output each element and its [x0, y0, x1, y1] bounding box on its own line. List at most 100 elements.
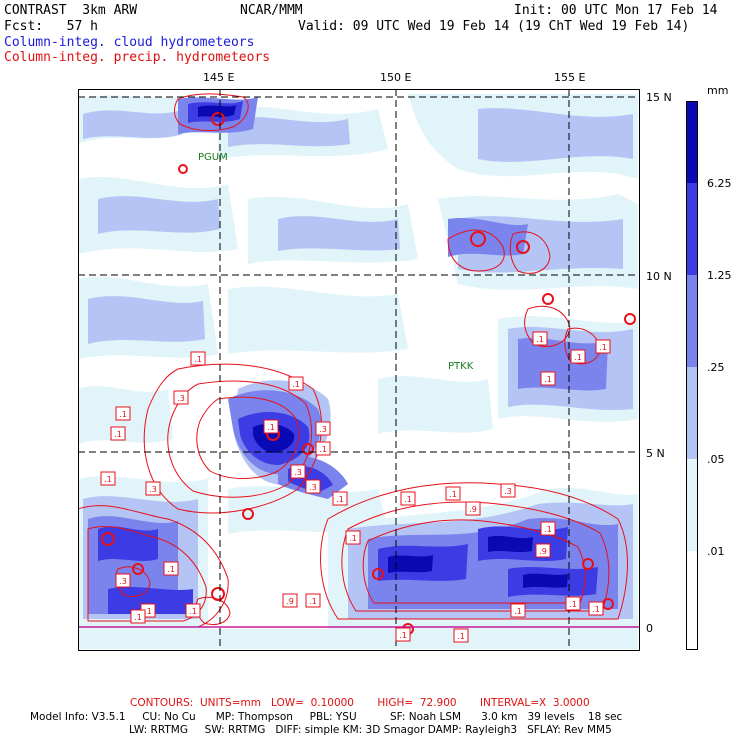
contour-label-frame: [445, 486, 461, 501]
model-title: CONTRAST 3km ARW: [4, 3, 138, 18]
contour-label-box: .3: [305, 479, 321, 494]
lat-label-5n: 5 N: [646, 447, 665, 460]
map-frame: [78, 89, 640, 651]
contour-label-frame: [163, 561, 179, 576]
forecast-hour: Fcst: 57 h: [4, 19, 98, 34]
model-info-line1: Model Info: V3.5.1 CU: No Cu MP: Thompso…: [30, 711, 623, 723]
contour-label-box: .1: [345, 530, 361, 545]
contour-label-frame: [535, 543, 551, 558]
contour-label-box: .3: [315, 421, 331, 436]
contour-label-text: .3: [309, 483, 317, 492]
contour-label-text: .1: [599, 343, 607, 352]
contour-label-text: .1: [544, 525, 552, 534]
contour-label-frame: [282, 593, 298, 608]
contour-label-box: .3: [500, 483, 516, 498]
contour-label-frame: [115, 573, 131, 588]
colorbar-segment-1: [686, 459, 698, 551]
lon-label-150: 150 E: [380, 71, 412, 84]
lat-label-15n: 15 N: [646, 91, 672, 104]
contour-label-text: .3: [504, 487, 512, 496]
contour-label-box: .3: [115, 573, 131, 588]
contour-label-frame: [465, 501, 481, 516]
contour-label-box: .3: [145, 481, 161, 496]
contour-label-text: .1: [189, 607, 197, 616]
contour-label-frame: [500, 483, 516, 498]
colorbar-segment-4: [686, 183, 698, 275]
legend-precip: Column-integ. precip. hydrometeors: [4, 50, 271, 65]
contour-label-frame: [100, 471, 116, 486]
contour-label-frame: [332, 491, 348, 506]
contour-label-text: .1: [309, 597, 317, 606]
contour-label-box: .1: [532, 331, 548, 346]
contour-label-frame: [145, 481, 161, 496]
contour-label-box: .3: [173, 390, 189, 405]
contour-label-box: .1: [110, 426, 126, 441]
colorbar-segment-2: [686, 367, 698, 459]
contour-label-text: .1: [336, 495, 344, 504]
contour-label-box: .3: [290, 464, 306, 479]
contour-label-text: .1: [457, 632, 465, 641]
valid-time: Valid: 09 UTC Wed 19 Feb 14 (19 ChT Wed …: [298, 19, 690, 34]
contour-label-frame: [345, 530, 361, 545]
contour-label-frame: [315, 421, 331, 436]
map-grid: [78, 89, 640, 651]
weather-map: PGUM PTKK .1.1.3.1.1.3.1.3.3.1.1.3.9.1.1…: [78, 89, 640, 651]
lon-label-155: 155 E: [554, 71, 586, 84]
contour-label-text: .1: [449, 490, 457, 499]
colorbar-segment-5: [686, 101, 698, 183]
contour-label-box: .1: [565, 596, 581, 611]
colorbar-tick-0-01: .01: [707, 545, 725, 558]
contour-label-box: .1: [510, 603, 526, 618]
contour-label-frame: [130, 609, 146, 624]
contour-label-frame: [290, 464, 306, 479]
contour-label-box: .1: [315, 441, 331, 456]
lat-label-10n: 10 N: [646, 270, 672, 283]
contour-label-box: .1: [540, 371, 556, 386]
station-ptkk: PTKK: [448, 361, 474, 372]
contour-label-frame: [190, 351, 206, 366]
contour-label-box: .1: [288, 376, 304, 391]
contour-label-box: .1: [395, 627, 411, 642]
contour-label-frame: [595, 339, 611, 354]
contour-label-frame: [570, 349, 586, 364]
contour-label-text: .1: [544, 375, 552, 384]
contour-label-text: .1: [114, 430, 122, 439]
init-time: Init: 00 UTC Mon 17 Feb 14: [514, 3, 718, 18]
contour-label-frame: [532, 331, 548, 346]
contour-label-text: .3: [149, 485, 157, 494]
contour-label-text: .1: [404, 495, 412, 504]
contour-label-box: .1: [100, 471, 116, 486]
colorbar-segment-0: [686, 551, 698, 650]
colorbar-frame: [686, 101, 698, 650]
contour-label-box: .1: [540, 521, 556, 536]
colorbar-tick-1-25: 1.25: [707, 269, 732, 282]
contour-label-frame: [540, 371, 556, 386]
cloud-shading-intense: [198, 105, 568, 588]
contour-label-frame: [540, 521, 556, 536]
contour-label-frame: [110, 426, 126, 441]
contour-label-text: .3: [119, 577, 127, 586]
contour-label-text: .1: [144, 607, 152, 616]
contour-label-frame: [588, 601, 604, 616]
contour-label-frame: [453, 628, 469, 643]
contour-label-frame: [305, 593, 321, 608]
contour-label-text: .9: [286, 597, 294, 606]
contour-label-text: .1: [574, 353, 582, 362]
contour-label-frame: [510, 603, 526, 618]
model-info-line2: LW: RRTMG SW: RRTMG DIFF: simple KM: 3D …: [129, 724, 612, 736]
contour-label-frame: [565, 596, 581, 611]
colorbar-tick-0-25: .25: [707, 361, 725, 374]
contour-label-text: .1: [267, 423, 275, 432]
contour-label-text: .1: [292, 380, 300, 389]
contour-label-box: .1: [588, 601, 604, 616]
contour-label-text: .1: [319, 445, 327, 454]
contour-label-text: .1: [119, 410, 127, 419]
contour-label-text: .1: [399, 631, 407, 640]
contour-label-box: .9: [465, 501, 481, 516]
organization: NCAR/MMM: [240, 3, 303, 18]
contour-label-text: .9: [469, 505, 477, 514]
contour-label-text: .1: [194, 355, 202, 364]
contour-label-text: .3: [294, 468, 302, 477]
contour-info: CONTOURS: UNITS=mm LOW= 0.10000 HIGH= 72…: [130, 697, 590, 709]
colorbar-unit: mm: [707, 84, 729, 97]
